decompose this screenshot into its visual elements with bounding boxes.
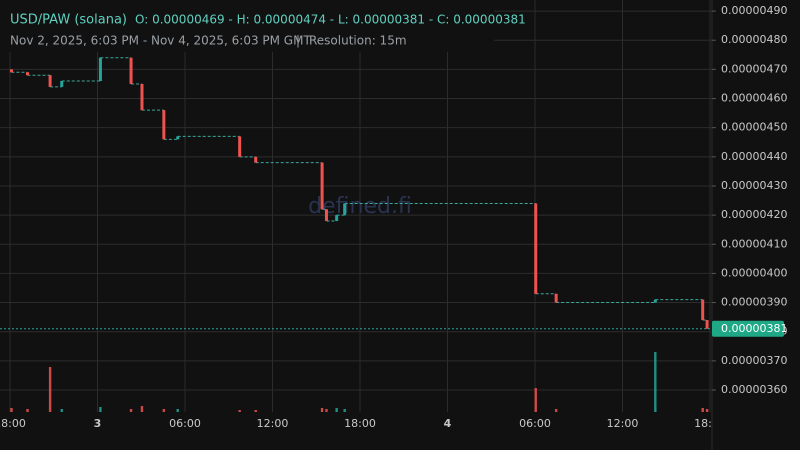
candle-body — [320, 162, 324, 210]
watermark: defined.fi — [308, 194, 412, 219]
x-tick-label: 06:00 — [519, 417, 551, 430]
separator: | — [296, 34, 300, 48]
candle-body — [60, 81, 64, 87]
candle-body — [335, 215, 339, 221]
candle-body — [554, 293, 558, 303]
candle-body — [9, 69, 13, 73]
y-tick-label: 0.00000400 — [721, 266, 787, 279]
grid — [0, 0, 712, 412]
volume-bar — [99, 407, 102, 412]
volume-bar — [10, 408, 13, 412]
volume-bar — [48, 367, 52, 412]
candle-body — [534, 203, 538, 294]
x-axis: 18:00 3 06:00 12:00 18:00 4 06:00 12:00 18:00 — [0, 417, 726, 430]
volume-bar — [325, 409, 328, 412]
x-tick-label: 3 — [94, 417, 102, 430]
candle-body — [162, 110, 166, 140]
y-tick-label: 0.00000460 — [721, 92, 787, 105]
candle-body — [705, 320, 709, 329]
plot — [0, 57, 712, 412]
candle-body — [653, 299, 657, 303]
y-tick-label: 0.00000490 — [721, 4, 787, 17]
y-tick-label: 0.00000360 — [721, 383, 787, 396]
candle-body — [140, 83, 144, 111]
volume-bar — [343, 409, 346, 412]
candle-body — [254, 156, 258, 163]
y-tick-label: 0.00000370 — [721, 354, 787, 367]
volume-bar — [140, 406, 144, 412]
x-tick-label: 12:00 — [607, 417, 639, 430]
candle-body — [701, 299, 705, 321]
volume-bar — [335, 408, 338, 412]
candle-body — [238, 136, 242, 157]
candle-body — [26, 72, 29, 76]
volume-bar — [254, 410, 257, 412]
y-tick-label: 0.00000440 — [721, 150, 787, 163]
y-tick-label: 0.00000450 — [721, 121, 787, 134]
volume-bar — [162, 409, 166, 412]
date-range: Nov 2, 2025, 6:03 PM - Nov 4, 2025, 6:03… — [10, 34, 311, 48]
y-tick-label: 0.00000480 — [721, 33, 787, 46]
symbol: USD/PAW (solana) — [10, 13, 127, 28]
x-tick-label: 18:00 — [344, 417, 376, 430]
volume-bar — [176, 409, 179, 412]
volume-bar — [705, 409, 709, 412]
candle-body — [48, 75, 52, 87]
volume-bar — [654, 352, 657, 412]
y-tick-label: 0.00000420 — [721, 208, 787, 221]
x-tick-label: 18:00 — [694, 417, 726, 430]
volume-bar — [320, 408, 324, 412]
x-tick-label: 06:00 — [169, 417, 201, 430]
volume-bar — [129, 409, 133, 412]
last-price-badge — [712, 320, 784, 337]
candle-body — [324, 209, 328, 221]
candle-body — [176, 136, 180, 140]
candle-body — [98, 57, 102, 82]
volume-bar — [238, 410, 241, 412]
candle-body — [343, 203, 347, 216]
candle-body — [129, 57, 133, 84]
header-bg — [0, 0, 494, 52]
y-tick-label: 0.00000430 — [721, 179, 787, 192]
x-tick-label: 18:00 — [0, 417, 26, 430]
volume-bar — [701, 408, 704, 412]
y-tick-label: 0.00000390 — [721, 296, 787, 309]
x-tick-label: 12:00 — [257, 417, 289, 430]
volume-bar — [554, 409, 558, 412]
volume-bar — [534, 388, 537, 412]
x-tick-label: 4 — [444, 417, 452, 430]
y-tick-label: 0.00000410 — [721, 237, 787, 250]
last-price-label: 0.00000381 — [721, 322, 787, 335]
y-tick-label: 0.00000470 — [721, 62, 787, 75]
ohlc: O: 0.00000469 - H: 0.00000474 - L: 0.000… — [135, 13, 526, 27]
volume-bar — [26, 409, 29, 412]
resolution: Resolution: 15m — [309, 34, 407, 48]
volume-bar — [60, 409, 63, 412]
